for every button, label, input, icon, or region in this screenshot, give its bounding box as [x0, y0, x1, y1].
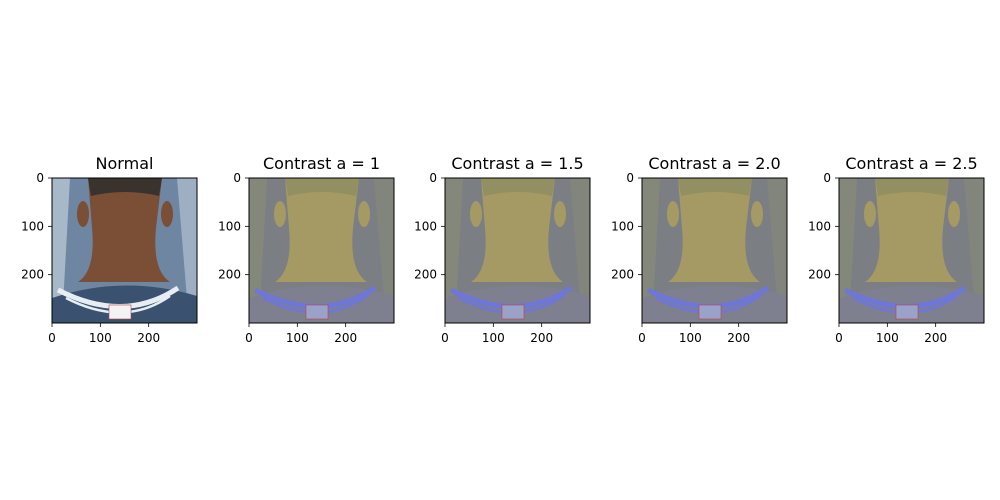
- y-tick-label: 0: [823, 171, 831, 185]
- y-tick-label: 200: [21, 268, 44, 282]
- hair-shape: [88, 178, 162, 196]
- x-tick-label: 200: [924, 331, 947, 345]
- hair-shape: [875, 178, 949, 196]
- subplot-title: Normal: [96, 154, 154, 173]
- y-tick-label: 0: [36, 171, 44, 185]
- y-tick-label: 0: [233, 171, 241, 185]
- hair-shape: [285, 178, 359, 196]
- collar-tag: [501, 304, 525, 320]
- x-tick-label: 0: [245, 331, 253, 345]
- right-border-strip: [964, 178, 984, 323]
- hair-shape: [678, 178, 752, 196]
- left-ear: [667, 201, 679, 227]
- x-tick-label: 100: [482, 331, 505, 345]
- subplot-image: [52, 178, 197, 323]
- y-tick-label: 100: [21, 219, 44, 233]
- axes-frame: [444, 177, 591, 324]
- x-tick-label: 200: [137, 331, 160, 345]
- axes-frame: [641, 177, 788, 324]
- right-ear: [161, 201, 173, 227]
- neck-shape: [471, 178, 563, 282]
- y-tick-label: 100: [414, 219, 437, 233]
- y-tick-label: 100: [808, 219, 831, 233]
- x-tick-label: 200: [727, 331, 750, 345]
- left-border-strip: [642, 178, 660, 323]
- subplot-3: Contrast a = 1.5 0 100 200 0 100 200: [414, 154, 591, 345]
- y-tick-label: 100: [218, 219, 241, 233]
- subplot-4: Contrast a = 2.0 0 100 200 0 100 200: [611, 154, 788, 345]
- right-ear: [948, 201, 960, 227]
- left-border-strip: [839, 178, 857, 323]
- collar-tag: [305, 304, 329, 320]
- right-border-strip: [767, 178, 787, 323]
- neck-shape: [865, 178, 957, 282]
- y-tick-label: 0: [626, 171, 634, 185]
- right-border-strip: [177, 178, 197, 323]
- right-ear: [554, 201, 566, 227]
- left-ear: [470, 201, 482, 227]
- left-ear: [274, 201, 286, 227]
- subplot-image: [642, 178, 787, 323]
- left-ear: [77, 201, 89, 227]
- subplot-2: Contrast a = 1 0 100 200 0 100 200: [218, 154, 395, 345]
- x-tick-label: 100: [286, 331, 309, 345]
- neck-shape: [78, 178, 170, 282]
- y-tick-label: 200: [808, 268, 831, 282]
- subplot-5: Contrast a = 2.5 0 100 200 0 100 200: [808, 154, 985, 345]
- x-tick-label: 200: [530, 331, 553, 345]
- y-tick-label: 200: [414, 268, 437, 282]
- collar-tag: [108, 304, 132, 320]
- x-tick-label: 100: [89, 331, 112, 345]
- x-tick-label: 0: [638, 331, 646, 345]
- axes-frame: [248, 177, 395, 324]
- subplot-title: Contrast a = 2.0: [648, 154, 780, 173]
- y-tick-label: 0: [429, 171, 437, 185]
- collar-tag: [698, 304, 722, 320]
- left-border-strip: [445, 178, 463, 323]
- x-tick-label: 100: [876, 331, 899, 345]
- subplot-image: [249, 178, 394, 323]
- subplot-title: Contrast a = 1.5: [451, 154, 583, 173]
- axes-frame: [838, 177, 985, 324]
- x-tick-label: 100: [679, 331, 702, 345]
- right-ear: [358, 201, 370, 227]
- x-tick-label: 0: [835, 331, 843, 345]
- x-tick-label: 200: [334, 331, 357, 345]
- right-border-strip: [570, 178, 590, 323]
- x-tick-label: 0: [48, 331, 56, 345]
- subplot-image: [839, 178, 984, 323]
- neck-shape: [668, 178, 760, 282]
- hair-shape: [481, 178, 555, 196]
- right-ear: [751, 201, 763, 227]
- subplot-1: Normal 0 100 200 0 100 200: [21, 154, 198, 345]
- subplot-title: Contrast a = 2.5: [845, 154, 977, 173]
- left-ear: [864, 201, 876, 227]
- y-tick-label: 200: [218, 268, 241, 282]
- right-border-strip: [374, 178, 394, 323]
- axes-frame: [51, 177, 198, 324]
- neck-shape: [275, 178, 367, 282]
- y-tick-label: 100: [611, 219, 634, 233]
- subplot-title: Contrast a = 1: [263, 154, 380, 173]
- left-border-strip: [249, 178, 267, 323]
- subplot-image: [445, 178, 590, 323]
- y-tick-label: 200: [611, 268, 634, 282]
- left-border-strip: [52, 178, 70, 323]
- x-tick-label: 0: [441, 331, 449, 345]
- collar-tag: [895, 304, 919, 320]
